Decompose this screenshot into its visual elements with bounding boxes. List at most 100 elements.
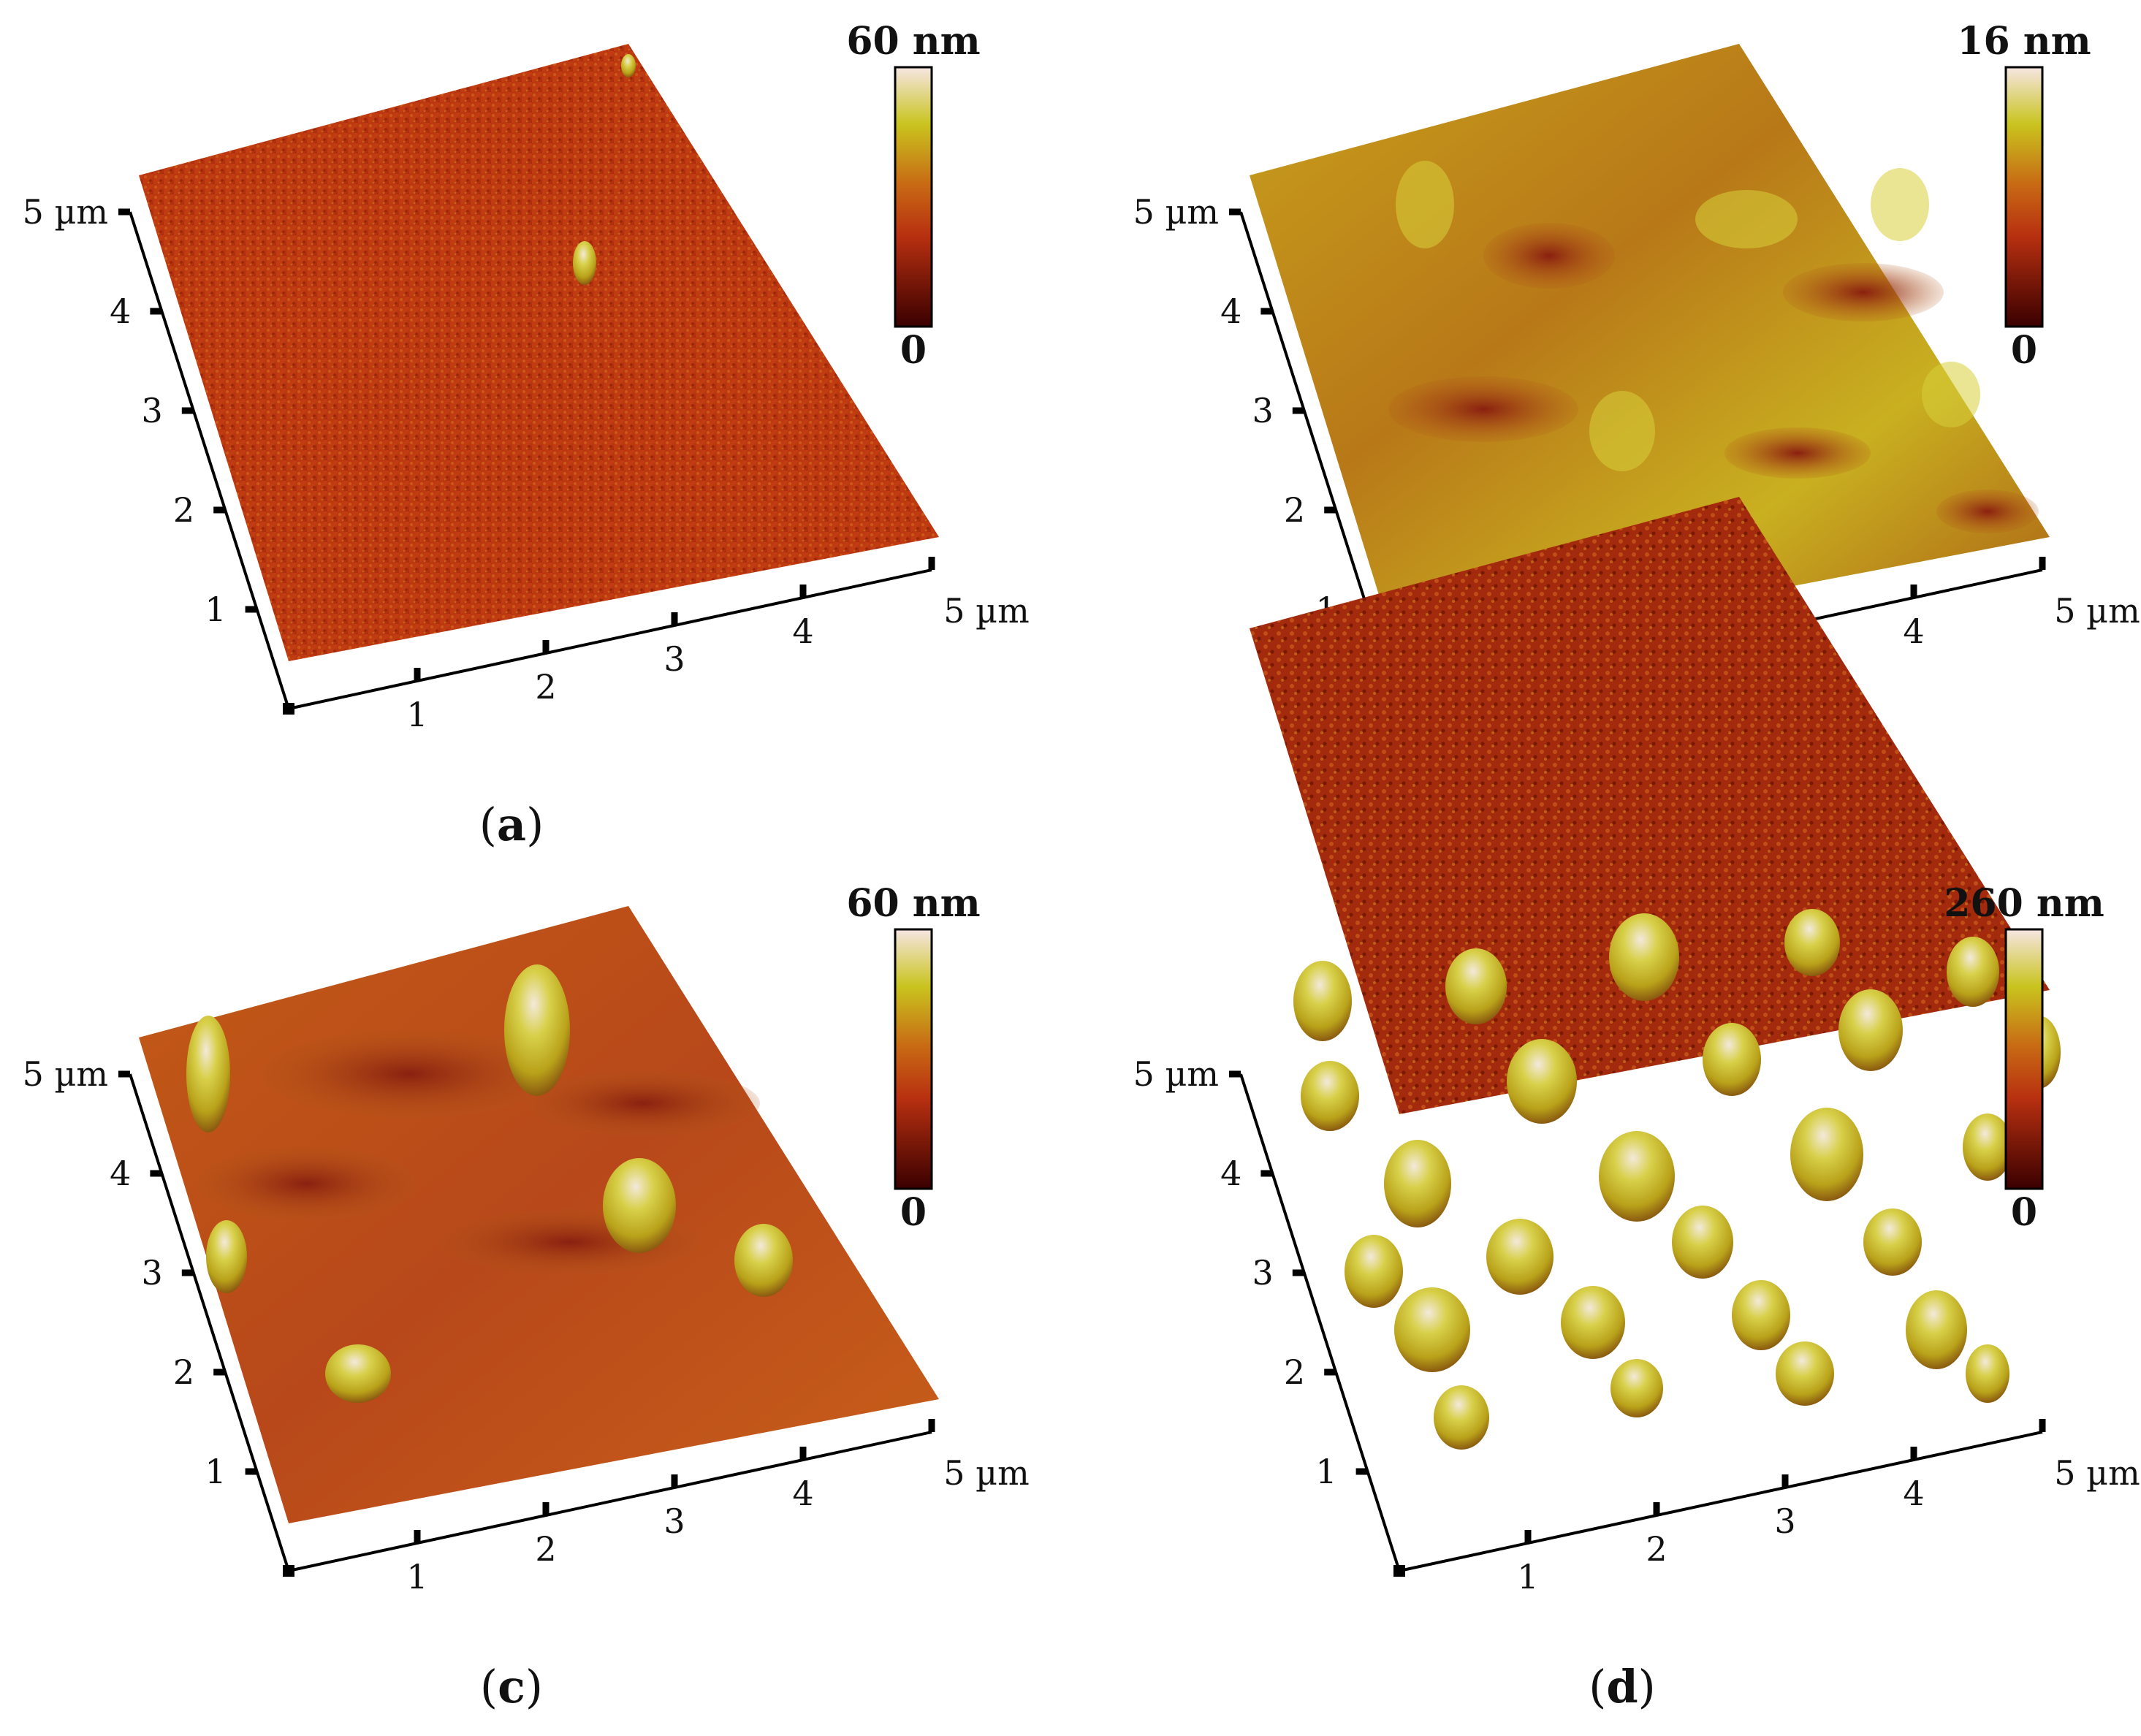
surface-d-peak bbox=[1703, 1023, 1761, 1096]
panel-a: 1 2 3 4 5 µm 1 2 3 4 5 µm 60 nm 0 (a) bbox=[23, 19, 1030, 851]
x-tick-label: 4 bbox=[1903, 612, 1924, 651]
y-axis-end-label: 5 µm bbox=[23, 1054, 108, 1094]
y-tick-label: 1 bbox=[1315, 1452, 1336, 1491]
y-tick-label: 2 bbox=[173, 1352, 194, 1392]
colorbar-max-label: 260 nm bbox=[1944, 881, 2104, 926]
surface-a bbox=[139, 44, 939, 661]
caption-letter: c bbox=[498, 1660, 525, 1713]
surface-d-peak bbox=[1790, 1108, 1863, 1201]
panel-d: 1 2 3 4 5 µm 1 2 3 4 5 µm 260 nm 0 (d) bbox=[1133, 497, 2140, 1713]
x-axis-end-label: 5 µm bbox=[943, 1453, 1029, 1493]
y-tick-label: 4 bbox=[1220, 292, 1241, 331]
surface-d-peak bbox=[1610, 1359, 1663, 1417]
y-tick-label: 3 bbox=[142, 1253, 163, 1293]
panel-a-surface bbox=[139, 44, 939, 661]
x-tick-label: 4 bbox=[792, 1474, 813, 1513]
panel-caption: (c) bbox=[480, 1660, 543, 1713]
x-tick-label: 3 bbox=[663, 1501, 685, 1541]
surface-d-peak bbox=[1301, 1061, 1359, 1131]
x-tick-label: 2 bbox=[535, 667, 556, 707]
surface-d-peak bbox=[1434, 1385, 1489, 1450]
y-tick-label: 4 bbox=[110, 1154, 131, 1193]
axis-corner-mark bbox=[283, 703, 294, 715]
y-tick-label: 3 bbox=[1252, 1253, 1274, 1293]
surface-c-peak bbox=[186, 1016, 230, 1132]
surface-c-peak bbox=[325, 1344, 391, 1403]
surface-d-peak bbox=[1784, 909, 1840, 976]
surface-d-peak bbox=[1963, 1113, 2012, 1181]
x-axis-line bbox=[288, 568, 932, 710]
y-tick-label: 2 bbox=[173, 490, 194, 530]
surface-b-ridge bbox=[1695, 190, 1798, 248]
caption-open: ( bbox=[480, 1660, 498, 1713]
caption-open: ( bbox=[479, 798, 497, 851]
surface-a-peak bbox=[573, 241, 596, 285]
x-axis-end-label: 5 µm bbox=[943, 591, 1029, 631]
y-axis-line bbox=[129, 211, 290, 709]
surface-d-peak bbox=[1732, 1280, 1790, 1350]
x-tick-label: 3 bbox=[1774, 1501, 1795, 1541]
x-axis-end-label: 5 µm bbox=[2054, 591, 2140, 631]
surface-d-peak bbox=[1863, 1208, 1922, 1276]
y-tick-label: 3 bbox=[142, 391, 163, 430]
surface-b-ridge bbox=[1871, 168, 1929, 241]
y-axis-end-label: 5 µm bbox=[1133, 1054, 1219, 1094]
y-tick-label: 4 bbox=[1220, 1154, 1241, 1193]
x-tick-label: 3 bbox=[663, 639, 685, 679]
surface-c-trough bbox=[197, 1147, 417, 1220]
caption-close: ) bbox=[526, 798, 544, 851]
x-tick-label: 2 bbox=[535, 1529, 556, 1569]
panel-b-surface bbox=[1250, 44, 2050, 661]
surface-d-peak bbox=[1776, 1341, 1834, 1406]
colorbar-min-label: 0 bbox=[900, 328, 927, 373]
surface-b-ridge bbox=[1396, 161, 1454, 248]
surface-c-trough bbox=[263, 1030, 555, 1118]
surface-d-peak bbox=[1838, 989, 1903, 1071]
y-axis-line bbox=[1239, 1073, 1401, 1572]
caption-close: ) bbox=[525, 1660, 543, 1713]
y-tick-label: 1 bbox=[205, 1452, 226, 1491]
y-tick-label: 3 bbox=[1252, 391, 1274, 430]
surface-c-peak bbox=[206, 1220, 247, 1293]
surface-b-trough bbox=[1783, 263, 1944, 321]
y-axis-end-label: 5 µm bbox=[1133, 192, 1219, 232]
surface-d-peak bbox=[1947, 937, 1999, 1007]
x-tick-label: 2 bbox=[1646, 1529, 1667, 1569]
x-axis-line bbox=[288, 1431, 932, 1572]
surface-d-peak bbox=[1672, 1206, 1733, 1279]
colorbar-max-label: 60 nm bbox=[846, 881, 980, 926]
surface-d-peak bbox=[1609, 913, 1679, 1001]
panel-c: 1 2 3 4 5 µm 1 2 3 4 5 µm 60 nm 0 (c) bbox=[23, 881, 1030, 1713]
panel-c-surface bbox=[139, 906, 939, 1523]
x-tick-label: 1 bbox=[406, 695, 427, 734]
surface-d-peak bbox=[1561, 1286, 1625, 1359]
axis-corner-mark bbox=[283, 1565, 294, 1577]
surface-d-peak bbox=[1445, 948, 1507, 1024]
surface-d-peak bbox=[1906, 1290, 1967, 1369]
y-tick-label: 4 bbox=[110, 292, 131, 331]
caption-open: ( bbox=[1589, 1660, 1606, 1713]
colorbar-min-label: 0 bbox=[2011, 328, 2037, 373]
caption-close: ) bbox=[1638, 1660, 1656, 1713]
surface-c-peak bbox=[603, 1158, 676, 1253]
surface-d-peak bbox=[1966, 1344, 2009, 1403]
colorbar-min-label: 0 bbox=[900, 1190, 927, 1235]
caption-letter: d bbox=[1606, 1660, 1638, 1713]
surface-d-peak bbox=[1394, 1287, 1470, 1372]
surface-d-peak bbox=[1599, 1131, 1675, 1222]
colorbar bbox=[2004, 66, 2044, 328]
surface-b-trough bbox=[1388, 376, 1578, 442]
surface-b-trough bbox=[1724, 427, 1871, 479]
x-tick-label: 4 bbox=[1903, 1474, 1924, 1513]
surface-c-trough bbox=[526, 1070, 760, 1136]
x-tick-label: 1 bbox=[406, 1557, 427, 1596]
y-axis-end-label: 5 µm bbox=[23, 192, 108, 232]
x-tick-label: 1 bbox=[1517, 1557, 1538, 1596]
surface-d-peak bbox=[1345, 1235, 1403, 1308]
y-tick-label: 1 bbox=[205, 590, 226, 629]
y-axis-line bbox=[129, 1073, 290, 1572]
surface-d bbox=[1250, 497, 2050, 1114]
surface-d-peak bbox=[1293, 961, 1352, 1041]
